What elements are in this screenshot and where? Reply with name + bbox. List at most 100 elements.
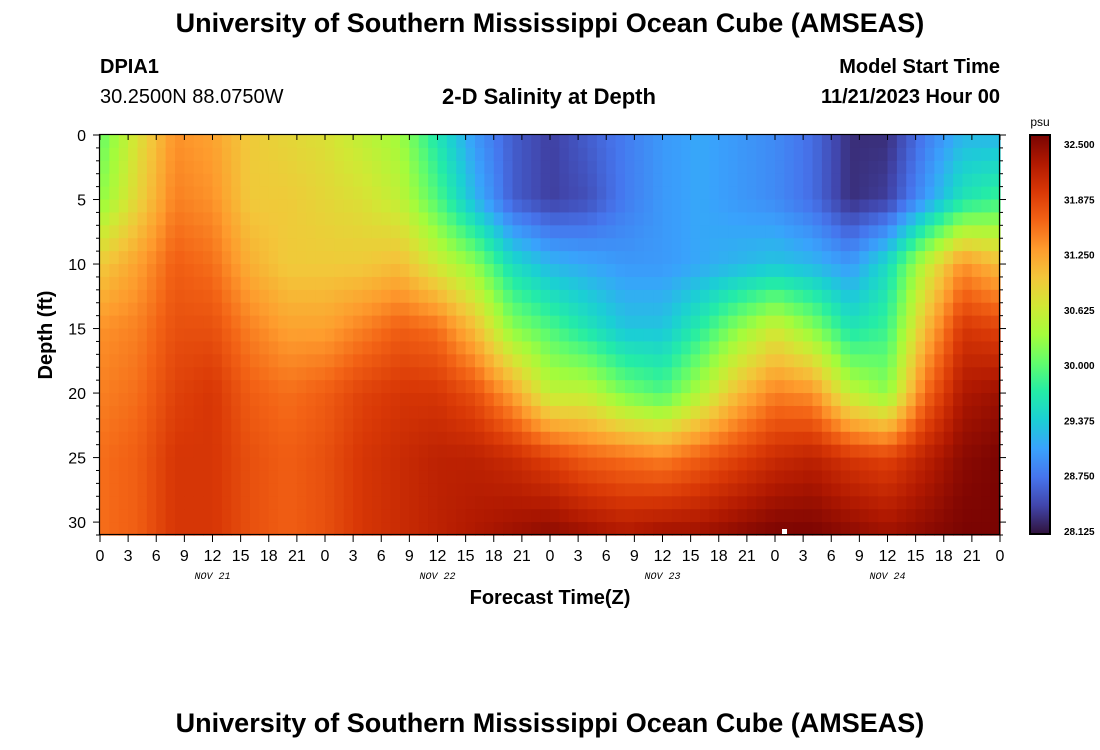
heatmap-cell: [587, 380, 598, 394]
heatmap-cell: [821, 483, 832, 497]
heatmap-cell: [146, 380, 157, 394]
colorbar-tick-label: 30.625: [1064, 306, 1095, 317]
heatmap-cell: [709, 418, 720, 433]
heatmap-cell: [784, 147, 795, 162]
heatmap-cell: [971, 393, 982, 407]
heatmap-cell: [100, 380, 110, 394]
heatmap-cell: [615, 380, 626, 394]
heatmap-cell: [353, 302, 364, 317]
heatmap-cell: [381, 367, 392, 381]
heatmap-cell: [643, 251, 654, 265]
heatmap-cell: [109, 431, 120, 446]
heatmap-cell: [184, 393, 195, 407]
heatmap-cell: [521, 276, 532, 291]
heatmap-cell: [746, 341, 757, 355]
heatmap-cell: [184, 509, 195, 523]
heatmap-cell: [259, 522, 270, 536]
heatmap-cell: [418, 522, 429, 536]
heatmap-cell: [400, 251, 410, 265]
heatmap-cell: [296, 225, 307, 239]
heatmap-cell: [971, 302, 982, 317]
heatmap-cell: [137, 354, 148, 368]
heatmap-cell: [165, 380, 176, 394]
heatmap-cell: [709, 509, 720, 523]
heatmap-cell: [896, 405, 907, 420]
heatmap-cell: [906, 354, 917, 368]
heatmap-cell: [653, 238, 664, 252]
heatmap-cell: [756, 380, 767, 394]
heatmap-cell: [287, 147, 298, 162]
heatmap-cell: [643, 522, 654, 536]
heatmap-cell: [109, 135, 120, 149]
heatmap-cell: [146, 238, 157, 252]
heatmap-cell: [334, 393, 345, 407]
heatmap-cell: [381, 328, 392, 343]
heatmap-cell: [531, 418, 542, 433]
heatmap-cell: [990, 341, 1001, 355]
heatmap-cell: [428, 302, 439, 317]
heatmap-cell: [981, 238, 992, 252]
heatmap-cell: [165, 212, 176, 226]
heatmap-cell: [100, 328, 110, 343]
heatmap-cell: [193, 302, 204, 317]
heatmap-cell: [212, 496, 223, 510]
heatmap-cell: [212, 173, 223, 188]
heatmap-cell: [896, 380, 907, 394]
heatmap-cell: [765, 341, 776, 355]
heatmap-cell: [193, 431, 204, 446]
heatmap-cell: [296, 470, 307, 484]
heatmap-cell: [625, 328, 635, 343]
heatmap-cell: [793, 135, 804, 149]
heatmap-cell: [840, 199, 851, 214]
heatmap-cell: [221, 457, 232, 472]
heatmap-cell: [943, 160, 954, 175]
heatmap-cell: [615, 212, 626, 226]
heatmap-cell: [934, 289, 945, 304]
heatmap-cell: [990, 302, 1001, 317]
heatmap-cell: [231, 354, 242, 368]
heatmap-cell: [953, 444, 964, 459]
heatmap-cell: [268, 483, 279, 497]
heatmap-cell: [465, 470, 476, 484]
heatmap-cell: [821, 238, 832, 252]
heatmap-cell: [746, 315, 757, 330]
heatmap-cell: [606, 186, 617, 201]
heatmap-cell: [250, 367, 260, 381]
heatmap-cell: [465, 509, 476, 523]
heatmap-cell: [634, 315, 645, 330]
heatmap-cell: [784, 289, 795, 304]
heatmap-cell: [775, 186, 785, 201]
heatmap-cell: [371, 470, 382, 484]
heatmap-cell: [784, 457, 795, 472]
heatmap-cell: [568, 367, 579, 381]
heatmap-cell: [100, 522, 110, 536]
heatmap-cell: [100, 173, 110, 188]
heatmap-cell: [325, 135, 335, 149]
heatmap-cell: [812, 509, 823, 523]
heatmap-cell: [746, 225, 757, 239]
heatmap-cell: [315, 302, 326, 317]
heatmap-cell: [812, 225, 823, 239]
heatmap-cell: [737, 302, 748, 317]
heatmap-cell: [812, 354, 823, 368]
heatmap-cell: [859, 431, 870, 446]
heatmap-cell: [756, 522, 767, 536]
heatmap-cell: [746, 135, 757, 149]
heatmap-cell: [118, 135, 129, 149]
heatmap-cell: [812, 431, 823, 446]
heatmap-cell: [962, 289, 973, 304]
heatmap-cell: [212, 522, 223, 536]
heatmap-cell: [793, 212, 804, 226]
heatmap-cell: [934, 393, 945, 407]
heatmap-cell: [568, 225, 579, 239]
heatmap-cell: [278, 483, 289, 497]
heatmap-cell: [475, 444, 485, 459]
heatmap-cell: [634, 341, 645, 355]
heatmap-cell: [671, 418, 682, 433]
heatmap-cell: [493, 302, 504, 317]
heatmap-cell: [371, 160, 382, 175]
heatmap-cell: [146, 147, 157, 162]
heatmap-cell: [625, 496, 635, 510]
heatmap-cell: [165, 302, 176, 317]
heatmap-cell: [653, 276, 664, 291]
